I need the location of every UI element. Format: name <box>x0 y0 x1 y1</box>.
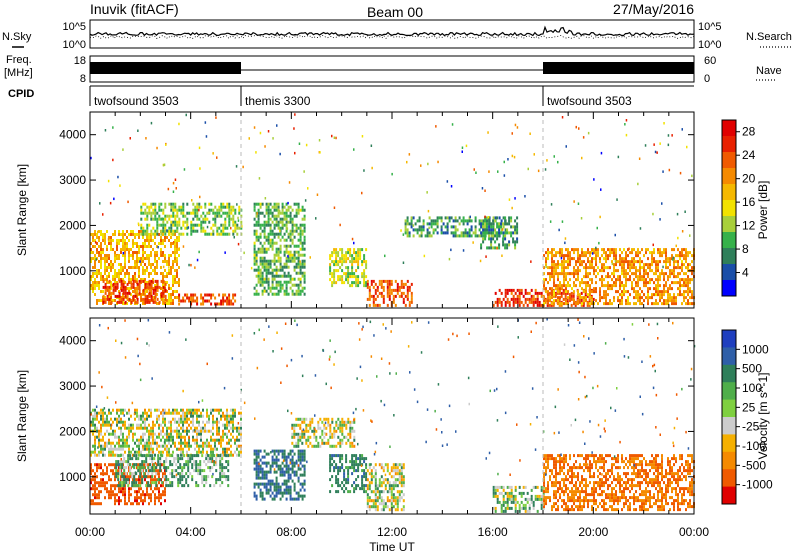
cpid-label: CPID <box>8 88 34 100</box>
nsearch-tick-top: 10^5 <box>698 21 722 33</box>
date-title: 27/May/2016 <box>613 1 694 17</box>
nsearch-tick-bottom: 10^0 <box>698 39 722 51</box>
power-colorbar-label: Power [dB] <box>756 181 770 240</box>
power-colorbar-swatch-8 <box>722 248 736 265</box>
freq-tick-bottom: 8 <box>80 73 86 85</box>
velocity-colorbar-tick-7: -1000 <box>742 478 773 492</box>
velocity-colorbar-swatch-1 <box>722 347 736 365</box>
cpid-strip: twofsound 3503 themis 3300 twofsound 3503 <box>90 86 694 108</box>
station-title: Inuvik (fitACF) <box>90 1 179 17</box>
velocity-colorbar-tick-0: 1000 <box>742 342 769 356</box>
freq-band-2 <box>543 62 694 74</box>
power-colorbar: 4 8 12 16 20 24 28 <box>722 120 756 297</box>
x-tick-6: 00:00 <box>679 525 709 539</box>
power-ytick-2: 3000 <box>59 173 86 187</box>
velocity-heatmap-panel: 1000 2000 3000 4000 <box>59 318 695 514</box>
velocity-colorbar-swatch-6 <box>722 434 736 452</box>
freq-trace <box>90 62 694 74</box>
velocity-colorbar-swatch-8 <box>722 469 736 487</box>
x-axis-label: Time UT <box>369 540 415 554</box>
velocity-colorbar-swatch-0 <box>722 330 736 348</box>
power-colorbar-swatch-1 <box>722 136 736 153</box>
nave-tick-bottom: 0 <box>704 73 710 85</box>
cpid-segment-label-0: twofsound 3503 <box>94 94 179 108</box>
velocity-colorbar-swatch-7 <box>722 452 736 470</box>
velocity-colorbar-swatch-9 <box>722 487 736 505</box>
x-tick-5: 20:00 <box>578 525 608 539</box>
nave-label: Nave <box>756 65 782 77</box>
mhz-label: [MHz] <box>4 67 33 79</box>
freq-label: Freq. <box>6 54 32 66</box>
cpid-segment-label-2: twofsound 3503 <box>547 94 632 108</box>
x-tick-0: 00:00 <box>75 525 105 539</box>
power-colorbar-swatch-3 <box>722 168 736 185</box>
x-axis: 00:00 04:00 08:00 12:00 16:00 20:00 00:00 <box>75 525 709 539</box>
velocity-ytick-0: 1000 <box>59 470 86 484</box>
power-colorbar-tick-4: 20 <box>742 172 756 186</box>
power-colorbar-swatch-9 <box>722 264 736 281</box>
power-colorbar-tick-1: 8 <box>742 242 749 256</box>
power-heatmap-panel: 1000 2000 3000 4000 <box>59 112 695 308</box>
power-colorbar-swatch-6 <box>722 216 736 233</box>
power-colorbar-swatch-10 <box>722 280 736 297</box>
x-tick-1: 04:00 <box>176 525 206 539</box>
velocity-ytick-1: 2000 <box>59 424 86 438</box>
power-colorbar-swatch-5 <box>722 200 736 217</box>
nsky-trace <box>90 27 694 35</box>
nsky-tick-bottom: 10^0 <box>62 39 86 51</box>
power-colorbar-tick-3: 16 <box>742 195 756 209</box>
power-colorbar-tick-0: 4 <box>742 266 749 280</box>
velocity-colorbar-swatch-2 <box>722 365 736 383</box>
power-colorbar-tick-2: 12 <box>742 219 756 233</box>
velocity-ytick-3: 4000 <box>59 334 86 348</box>
nsky-strip: 10^5 10^0 10^5 10^0 <box>62 20 721 51</box>
power-ylabel: Slant Range [km] <box>15 164 29 256</box>
nave-tick-top: 60 <box>704 55 716 67</box>
nsky-label: N.Sky <box>2 31 32 43</box>
power-ytick-1: 2000 <box>59 218 86 232</box>
beam-title: Beam 00 <box>367 4 423 20</box>
velocity-ytick-2: 3000 <box>59 379 86 393</box>
freq-tick-top: 18 <box>74 55 86 67</box>
velocity-colorbar-label: Velocity [m s^-1] <box>756 373 770 460</box>
x-tick-4: 16:00 <box>478 525 508 539</box>
power-colorbar-swatch-0 <box>722 120 736 137</box>
x-tick-2: 08:00 <box>276 525 306 539</box>
cpid-segment-label-1: themis 3300 <box>245 94 311 108</box>
freq-band-0 <box>90 62 241 74</box>
velocity-ylabel: Slant Range [km] <box>15 370 29 462</box>
nsearch-trace <box>90 36 694 39</box>
power-colorbar-swatch-7 <box>722 232 736 249</box>
nsky-tick-top: 10^5 <box>62 21 86 33</box>
power-colorbar-tick-6: 28 <box>742 125 756 139</box>
velocity-colorbar-swatch-3 <box>722 382 736 400</box>
nsearch-label: N.Search <box>746 31 792 43</box>
power-ytick-0: 1000 <box>59 264 86 278</box>
freq-strip: 18 8 60 0 <box>74 55 717 85</box>
x-tick-3: 12:00 <box>377 525 407 539</box>
power-ytick-3: 4000 <box>59 128 86 142</box>
power-colorbar-tick-5: 24 <box>742 148 756 162</box>
velocity-colorbar-swatch-5 <box>722 417 736 435</box>
power-colorbar-swatch-2 <box>722 152 736 169</box>
velocity-colorbar-swatch-4 <box>722 400 736 418</box>
power-colorbar-swatch-4 <box>722 184 736 201</box>
velocity-colorbar-tick-3: 25 <box>742 400 756 414</box>
